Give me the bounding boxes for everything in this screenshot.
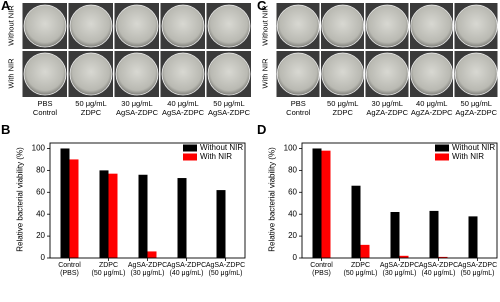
y-tick-label: 60 <box>36 187 45 196</box>
petri-dish <box>207 4 251 48</box>
petri-dish <box>321 4 365 48</box>
bar <box>351 185 361 258</box>
petri-dish <box>161 52 205 96</box>
bar <box>429 210 439 258</box>
bar <box>99 170 109 258</box>
petri-dish <box>454 4 498 48</box>
column-label: 40 μg/mL AgSA-ZDPC <box>161 99 205 117</box>
petri-dish <box>115 52 159 96</box>
petri-dish <box>321 52 365 96</box>
petri-dish <box>276 4 320 48</box>
row-label: With NIR <box>260 58 270 89</box>
bar <box>69 159 79 258</box>
legend-label: Without NIR <box>452 143 495 152</box>
y-tick-label: 100 <box>32 144 46 153</box>
legend-swatch <box>183 144 197 152</box>
petri-dish <box>410 52 454 96</box>
y-axis-label: Relative bacterial viability (%) <box>15 146 25 252</box>
y-tick-label: 40 <box>36 209 45 218</box>
column-label: 50 μg/mL AgZA-ZDPC <box>455 99 498 117</box>
column-label: 50 μg/mL ZDPC <box>75 99 107 117</box>
x-tick-label: AgSA-ZDPC (50 μg/mL) <box>205 262 246 277</box>
row-label: Without NIR <box>260 5 270 46</box>
y-tick-label: 60 <box>288 187 297 196</box>
y-tick-label: 20 <box>36 231 45 240</box>
column-label: 30 μg/mL AgZA-ZDPC <box>366 99 409 117</box>
bar <box>312 148 322 258</box>
y-tick-label: 80 <box>288 165 297 174</box>
petri-dish <box>410 4 454 48</box>
petri-dish <box>365 4 409 48</box>
column-label: 50 μg/mL AgSA-ZDPC <box>207 99 251 117</box>
legend-swatch <box>183 153 197 161</box>
petri-dish <box>207 52 251 96</box>
petri-dish <box>365 52 409 96</box>
petri-dish <box>115 4 159 48</box>
panel-label: A <box>1 0 11 13</box>
plot-frame <box>301 142 498 259</box>
y-tick-label: 20 <box>288 231 297 240</box>
column-label: 50 μg/mL ZDPC <box>327 99 359 117</box>
bar <box>108 173 118 258</box>
x-tick-label: AgSA-ZDPC (30 μg/mL) <box>127 262 168 277</box>
legend-label: With NIR <box>452 152 484 161</box>
y-tick-label: 100 <box>284 144 298 153</box>
legend-swatch <box>435 144 449 152</box>
row-label: With NIR <box>6 58 16 89</box>
x-tick-label: AgSA-ZDPC (30 μg/mL) <box>379 262 420 277</box>
panel-label: C <box>257 0 267 13</box>
x-tick-label: AgSA-ZDPC (40 μg/mL) <box>166 262 207 277</box>
petri-dish <box>276 52 320 96</box>
y-tick-label: 80 <box>36 165 45 174</box>
legend-label: With NIR <box>200 152 232 161</box>
bar <box>438 256 448 258</box>
y-tick-label: 0 <box>41 253 46 262</box>
bar <box>399 255 409 258</box>
panel-label: B <box>1 122 11 137</box>
legend-label: Without NIR <box>200 143 243 152</box>
petri-dish <box>69 52 113 96</box>
row-label: Without NIR <box>6 5 16 46</box>
bar <box>360 244 370 258</box>
bar <box>138 174 148 258</box>
x-tick-label: Control (PBS) <box>310 262 333 277</box>
bar <box>147 251 157 258</box>
column-label: PBS Control <box>32 99 58 117</box>
x-tick-label: AgSA-ZDPC (50 μg/mL) <box>457 262 498 277</box>
column-label: PBS Control <box>286 99 311 117</box>
petri-dish <box>69 4 113 48</box>
column-label: 30 μg/mL AgSA-ZDPC <box>115 99 159 117</box>
x-tick-label: ZDPC (50 μg/mL) <box>91 262 126 277</box>
x-tick-label: Control (PBS) <box>58 262 81 277</box>
y-axis-label: Relative bacterial viability (%) <box>267 146 277 252</box>
y-tick-label: 40 <box>288 209 297 218</box>
bar <box>390 212 400 258</box>
bar <box>216 190 226 258</box>
x-tick-label: AgSA-ZDPC (40 μg/mL) <box>418 262 459 277</box>
bar <box>177 178 187 258</box>
column-label: 40 μg/mL AgZA-ZDPC <box>410 99 453 117</box>
plot-frame <box>49 142 246 259</box>
bar <box>321 150 331 258</box>
petri-dish <box>161 4 205 48</box>
y-tick-label: 0 <box>293 253 298 262</box>
petri-dish <box>23 4 67 48</box>
petri-dish <box>23 52 67 96</box>
bar <box>468 216 478 258</box>
legend-swatch <box>435 153 449 161</box>
x-tick-label: ZDPC (50 μg/mL) <box>343 262 378 277</box>
panel-label: D <box>257 122 267 137</box>
petri-dish <box>454 52 498 96</box>
bar <box>60 148 70 258</box>
